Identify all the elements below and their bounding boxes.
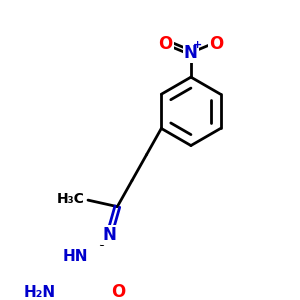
Text: O: O	[209, 35, 223, 53]
Text: H₂N: H₂N	[24, 285, 56, 300]
Text: O: O	[111, 283, 125, 300]
Text: +: +	[193, 40, 202, 50]
Text: O: O	[159, 35, 173, 53]
Text: N: N	[184, 44, 198, 62]
Text: H₃C: H₃C	[57, 192, 85, 206]
Text: N: N	[102, 226, 116, 244]
Text: HN: HN	[62, 249, 88, 264]
